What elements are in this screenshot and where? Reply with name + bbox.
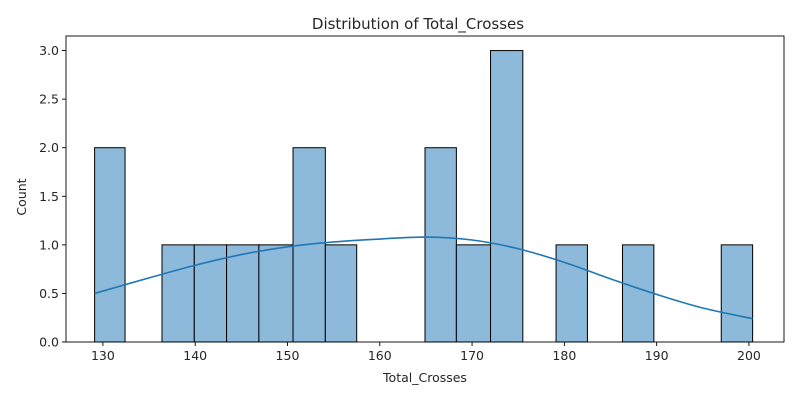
histogram-bar [324, 244, 358, 343]
kde-line [94, 236, 753, 320]
x-tick-label: 140 [183, 348, 207, 363]
x-tick-label: 180 [552, 348, 576, 363]
histogram-bar [424, 147, 457, 343]
x-tick-label: 150 [276, 348, 300, 363]
histogram-bar [621, 244, 655, 343]
y-axis-label: Count [14, 178, 29, 215]
histogram-bar [555, 244, 588, 343]
x-tick-label: 190 [645, 348, 669, 363]
histogram-bar [258, 244, 294, 343]
histogram-bar [161, 244, 195, 343]
histogram-bar [455, 244, 492, 343]
x-tick-label: 160 [368, 348, 392, 363]
histogram-bar [94, 147, 126, 343]
y-tick-label: 1.0 [39, 237, 59, 252]
y-tick-label: 2.0 [39, 140, 59, 155]
y-tick-label: 0.0 [39, 335, 59, 350]
y-tick-label: 0.5 [39, 286, 59, 301]
chart-title: Distribution of Total_Crosses [312, 15, 524, 34]
plot-frame [65, 35, 785, 343]
y-tick-label: 2.5 [39, 92, 59, 107]
x-axis-label: Total_Crosses [382, 370, 467, 385]
y-tick-label: 1.5 [39, 189, 59, 204]
x-tick-label: 200 [737, 348, 761, 363]
kde-curve-group [94, 236, 753, 320]
x-tick-label: 170 [460, 348, 484, 363]
axes: 130 140 150 160 170 180 190 200 0.0 0.5 1.0 1.5 2.0 2… [39, 35, 785, 363]
histogram-bar [226, 244, 260, 343]
y-tick-label: 3.0 [39, 43, 59, 58]
x-tick-label: 130 [91, 348, 115, 363]
histogram-bar [720, 244, 754, 343]
histogram-bar [490, 50, 524, 343]
histogram-bars [94, 50, 754, 343]
